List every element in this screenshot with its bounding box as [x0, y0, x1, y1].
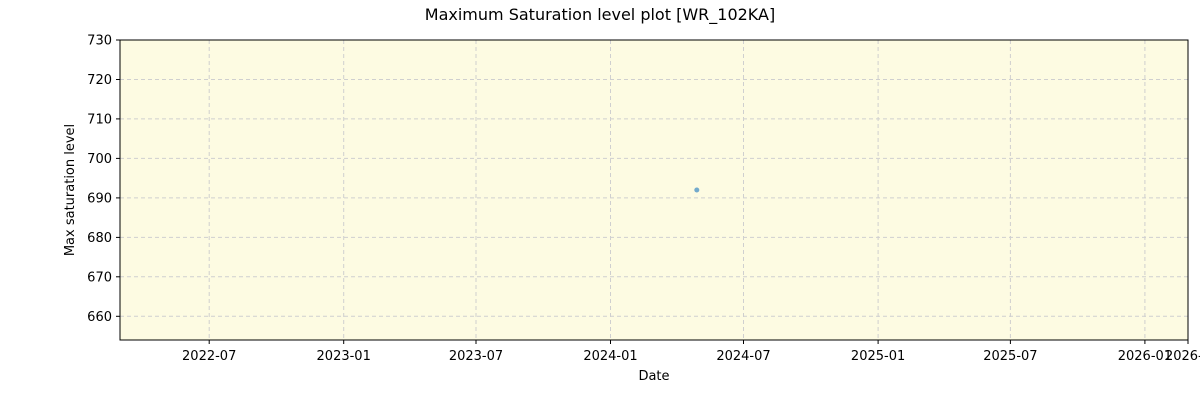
y-axis-ticks: 660 670 680 690 700 710 720 730 [87, 34, 120, 325]
x-tick-label: 2023-07 [449, 349, 503, 364]
x-tick-label: 2025-07 [983, 349, 1037, 364]
x-axis-label: Date [638, 369, 669, 384]
x-axis-ticks: 2022-07 2023-01 2023-07 2024-01 2024-07 2025-… [182, 340, 1200, 364]
grid-lines [120, 39, 1189, 340]
y-tick-label: 700 [87, 152, 112, 167]
x-tick-label: 2026-01 [1118, 349, 1172, 364]
y-tick-label: 730 [87, 34, 112, 49]
x-tick-label: 2022-07 [182, 349, 236, 364]
x-tick-label: 2023-01 [317, 349, 371, 364]
x-tick-label: 2024-01 [583, 349, 637, 364]
y-axis-label: Max saturation level [63, 124, 78, 256]
y-tick-label: 690 [87, 191, 112, 206]
x-tick-label: 2025-01 [851, 349, 905, 364]
x-tick-label: 2026-0 [1165, 349, 1200, 364]
y-tick-label: 710 [87, 112, 112, 127]
x-tick-label: 2024-07 [716, 349, 770, 364]
y-tick-label: 720 [87, 73, 112, 88]
data-point [694, 187, 700, 193]
y-tick-label: 660 [87, 310, 112, 325]
data-points [694, 187, 700, 193]
y-tick-label: 670 [87, 270, 112, 285]
plot-area [120, 40, 1188, 340]
y-tick-label: 680 [87, 231, 112, 246]
chart-title: Maximum Saturation level plot [WR_102KA] [424, 5, 776, 24]
plot-frame [119, 39, 1189, 341]
